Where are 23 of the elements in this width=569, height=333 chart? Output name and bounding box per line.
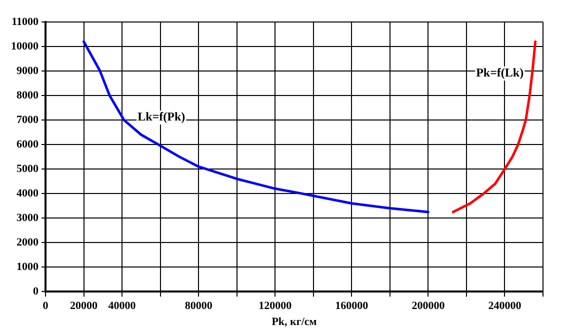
y-tick-label: 1000	[16, 260, 39, 273]
x-axis-title: Pk, кг/см	[272, 316, 318, 328]
x-tick-label: 20000	[70, 300, 98, 312]
y-tick-label: 7000	[16, 114, 39, 126]
series-label: Pk=f(Lk)	[476, 66, 524, 80]
y-tick-label: 3000	[16, 212, 39, 224]
y-tick-label: 5000	[16, 162, 39, 175]
x-tick-label: 40000	[108, 300, 136, 312]
y-tick-label: 11000	[12, 16, 39, 28]
y-tick-label: 10000	[11, 40, 39, 52]
x-tick-label: 200000	[412, 300, 446, 312]
y-tick-label: 8000	[16, 89, 39, 102]
y-tick-label: 9000	[16, 64, 39, 77]
x-tick-label: 80000	[184, 300, 213, 312]
series-label: Lk=f(Pk)	[138, 110, 186, 124]
y-tick-label: 2000	[16, 236, 39, 248]
x-tick-label: 0	[42, 300, 49, 312]
x-tick-label: 160000	[335, 300, 369, 312]
x-tick-label: 240000	[488, 300, 522, 312]
y-tick-label: 6000	[16, 138, 39, 150]
y-tick-label: 4000	[16, 187, 39, 200]
x-tick-label: 120000	[258, 300, 292, 312]
y-tick-label: 0	[33, 285, 39, 298]
